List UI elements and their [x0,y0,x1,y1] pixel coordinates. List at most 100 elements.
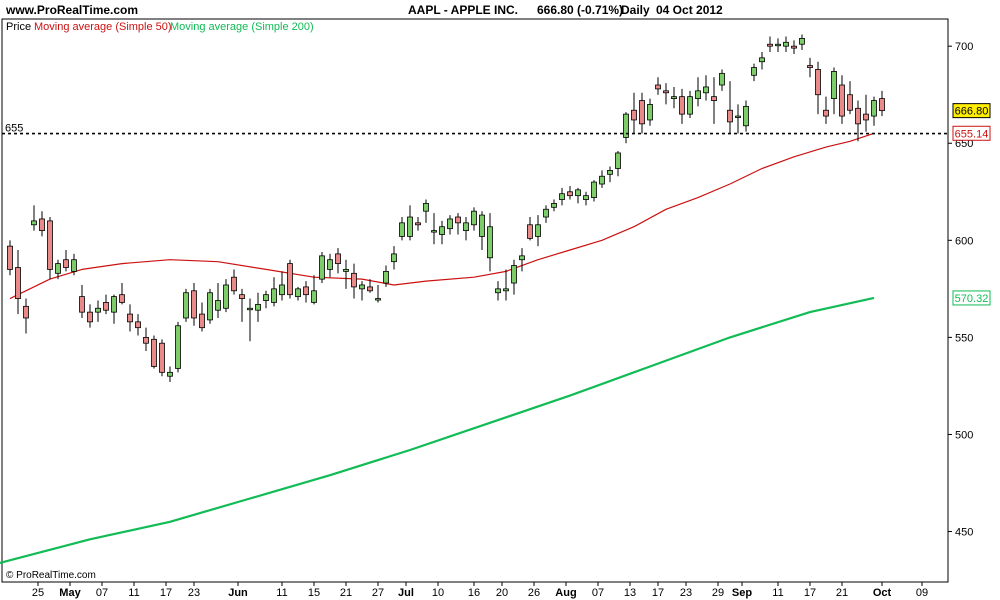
candle-body [855,107,861,125]
candle-body [223,284,229,309]
candle-body [415,222,421,226]
candle [343,259,349,289]
candle-body [231,276,237,292]
candle-body [119,294,125,303]
x-tick-label: Sep [732,587,752,599]
candle-body [583,195,589,200]
candle-body [351,272,357,288]
candle [847,81,853,115]
price-badge: 666.80 [952,103,991,119]
candle [559,187,565,206]
candle-body [103,302,109,311]
x-tick-label: 23 [188,587,200,599]
candle-body [807,65,813,68]
candle-body [303,286,309,296]
sma200-layer [0,296,875,565]
candle [447,215,453,235]
candle-body [487,226,493,259]
candle-body [831,71,837,99]
candle-body [191,290,197,319]
candle-body [743,105,749,127]
candle-body [751,67,757,76]
x-tick-label: 21 [836,587,848,599]
candle [95,300,101,322]
candle-body [431,230,437,233]
candle [751,63,757,82]
header-bar: www.ProRealTime.com AAPL - APPLE INC. 66… [5,3,723,17]
candle [783,36,789,53]
candle-body [815,69,821,96]
y-tick-label: 700 [955,41,973,53]
candle [111,294,117,324]
instrument-name: AAPL - APPLE INC. [408,3,518,17]
candle [479,211,485,251]
candle [135,314,141,336]
x-tick-label: 09 [916,587,928,599]
candle [799,34,805,51]
candle-body [255,303,261,311]
candle-body [703,86,709,94]
candle-body [775,43,781,47]
candle [295,286,301,301]
x-tick-label: 17 [652,587,664,599]
site-name[interactable]: www.ProRealTime.com [5,3,138,17]
candle [663,83,669,105]
legend: Price Moving average (Simple 50) Moving … [6,21,314,33]
candle-body [727,109,733,123]
candle-body [135,321,141,329]
x-tick-label: 15 [308,587,320,599]
candle [703,75,709,101]
candle [711,77,717,124]
candle-body [319,255,325,280]
candle-body [495,288,501,294]
x-tick-label: Oct [873,587,892,599]
x-tick-label: 27 [372,587,384,599]
candle [87,304,93,328]
candle-body [559,193,565,200]
candle [463,217,469,241]
sma200-line [0,296,875,565]
candle-body [127,313,133,323]
candle-body [367,286,373,292]
candle-body [615,152,621,169]
candle [735,104,741,134]
candle-body [479,214,485,237]
candle-body [143,336,149,344]
x-tick-label: Jul [398,587,414,599]
candle [823,96,829,124]
candle [399,217,405,241]
candle-body [183,292,189,319]
candle [655,77,661,95]
y-tick-label: 450 [955,527,973,539]
candle-body [783,41,789,47]
candle-body [535,224,541,237]
candle-body [239,294,245,299]
price-badge-box [952,103,991,119]
candle [303,281,309,303]
candle [759,52,765,70]
candle [143,327,149,351]
candle [215,283,221,318]
candle [647,98,653,126]
x-tick-label: 11 [128,587,139,599]
candle [287,259,293,299]
y-tick-label: 500 [955,429,973,441]
candle-body [623,113,629,138]
candle [767,36,773,53]
candle [327,253,333,278]
candle [15,250,21,315]
candle-body [687,96,693,115]
candle-body [647,104,653,121]
candle [175,321,181,373]
x-tick-label: Aug [555,587,576,599]
candle [207,288,213,324]
candle-body [215,300,221,311]
candle [863,94,869,132]
candle-body [471,210,477,226]
candle-body [95,307,101,313]
candle-body [207,292,213,321]
candle [487,213,493,272]
candle [359,281,365,301]
candle-body [311,290,317,303]
candle-body [791,45,797,49]
